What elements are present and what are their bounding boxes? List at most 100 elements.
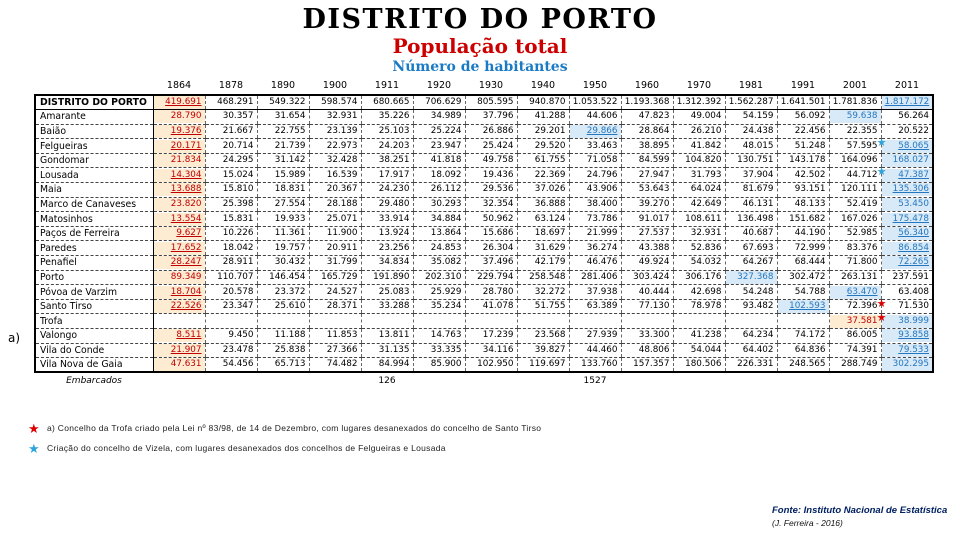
- table-cell: [724, 313, 777, 329]
- table-cell: 33.300: [620, 328, 673, 344]
- table-cell: 23.820: [152, 197, 205, 213]
- table-cell: 22.526: [152, 299, 205, 315]
- table-cell: 1.817.172: [880, 94, 934, 111]
- table-cell: 191.890: [360, 270, 413, 286]
- table-row: Penafiel 28.247 28.911 30.432 31.799 34.834 35…: [34, 255, 934, 271]
- table-cell: 248.565: [776, 357, 829, 374]
- row-label: Santo Tirso: [34, 299, 153, 315]
- table-cell: [360, 313, 413, 329]
- table-cell: [464, 313, 517, 329]
- table-cell: 1.193.368: [620, 94, 673, 111]
- trofa-side-label: a): [8, 331, 21, 345]
- table-cell: 18.042: [204, 240, 257, 257]
- table-cell: 36.274: [568, 240, 621, 257]
- year-header: 1960: [634, 80, 660, 91]
- table-cell: 47.387: [880, 167, 934, 184]
- table-cell: 24.527: [308, 284, 361, 300]
- table-cell: 71.058: [568, 153, 621, 169]
- year-header: 1950: [582, 80, 608, 91]
- table-cell: 419.691: [152, 94, 205, 111]
- table-cell: 18.704: [152, 284, 205, 300]
- table-cell: 35.226: [360, 109, 413, 125]
- table-cell: 41.238: [672, 328, 725, 344]
- table-cell: 151.682: [776, 211, 829, 227]
- table-cell: 21.999: [568, 226, 621, 242]
- table-cell: 281.406: [568, 270, 621, 286]
- table-cell: 56.264: [880, 109, 934, 125]
- table-cell: 32.354: [464, 197, 517, 213]
- footnote-vizela-text: Criação do concelho de Vizela, com lugar…: [46, 443, 446, 453]
- table-cell: 21.667: [204, 124, 257, 140]
- table-cell: 63.389: [568, 299, 621, 315]
- table-cell: 20.578: [204, 284, 257, 300]
- subtitle-numero-habitantes: Número de habitantes: [392, 59, 568, 75]
- table-cell: 44.190: [776, 226, 829, 242]
- table-row: Trofa 37.581 ★ 38.999: [34, 312, 934, 329]
- table-cell: 24.230: [360, 182, 413, 198]
- table-cell: 21.739: [256, 138, 309, 154]
- table-cell: 49.758: [464, 153, 517, 169]
- table-cell: 164.096: [828, 153, 881, 169]
- table-cell: 39.270: [620, 197, 673, 213]
- table-row: Porto 89.349 110.707 146.454 165.729 191.890 2…: [34, 270, 934, 286]
- table-cell: 102.593: [776, 299, 829, 315]
- table-row: Felgueiras 20.171 20.714 21.739 22.973 24.203…: [34, 137, 934, 154]
- table-cell: 135.306: [880, 182, 934, 198]
- table-cell: 1.312.392: [672, 94, 725, 111]
- table-cell: 63.408: [880, 284, 934, 300]
- table-cell: 23.139: [308, 124, 361, 140]
- row-label: Gondomar: [34, 153, 153, 169]
- table-cell: 30.432: [256, 255, 309, 271]
- table-cell: 77.130: [620, 299, 673, 315]
- table-cell: 40.444: [620, 284, 673, 300]
- table-cell: 27.366: [308, 343, 361, 359]
- table-cell: 24.203: [360, 138, 413, 154]
- embarcados-value: [881, 372, 933, 387]
- table-cell: 44.460: [568, 343, 621, 359]
- table-cell: 56.092: [776, 109, 829, 125]
- table-cell: 26.210: [672, 124, 725, 140]
- table-cell: 27.554: [256, 197, 309, 213]
- table-cell: 38.400: [568, 197, 621, 213]
- table-cell: 302.295: [880, 357, 934, 374]
- table-cell: 44.712 ★: [828, 166, 887, 184]
- table-cell: 71.800: [828, 255, 881, 271]
- table-cell: 20.171: [152, 138, 205, 154]
- embarcados-value: [257, 372, 309, 387]
- table-cell: 67.693: [724, 240, 777, 257]
- table-cell: 84.994: [360, 357, 413, 374]
- table-cell: 33.914: [360, 211, 413, 227]
- source-block: Fonte: Instituto Nacional de Estatística…: [772, 505, 947, 529]
- table-cell: 20.367: [308, 182, 361, 198]
- table-cell: 31.799: [308, 255, 361, 271]
- table-cell: 20.714: [204, 138, 257, 154]
- row-label: Matosinhos: [34, 211, 153, 227]
- subtitle-populacao-total: População total: [392, 34, 568, 58]
- table-cell: 53.643: [620, 182, 673, 198]
- table-cell: 136.498: [724, 211, 777, 227]
- table-cell: 34.884: [412, 211, 465, 227]
- year-header: 1981: [738, 80, 764, 91]
- table-cell: 33.288: [360, 299, 413, 315]
- table-cell: 168.027: [880, 153, 934, 169]
- table-cell: 26.886: [464, 124, 517, 140]
- table-cell: 93.858: [880, 328, 934, 344]
- embarcados-value: [205, 372, 257, 387]
- table-cell: 175.478: [880, 211, 934, 227]
- table-cell: 48.133: [776, 197, 829, 213]
- row-label: Paços de Ferreira: [34, 226, 153, 242]
- table-cell: 31.629: [516, 240, 569, 257]
- title-block: DISTRITO DO PORTO População total Número…: [0, 0, 960, 76]
- table-cell: 20.522: [880, 124, 934, 140]
- table-cell: [152, 313, 205, 329]
- table-row: Paredes 17.652 18.042 19.757 20.911 23.256 24.…: [34, 240, 934, 257]
- table-row: Maia 13.688 15.810 18.831 20.367 24.230 26.112…: [34, 182, 934, 198]
- table-cell: 42.698: [672, 284, 725, 300]
- table-cell: 27.939: [568, 328, 621, 344]
- table-cell: 9.450: [204, 328, 257, 344]
- table-cell: 22.755: [256, 124, 309, 140]
- table-cell: 33.335: [412, 343, 465, 359]
- table-cell: 120.111: [828, 182, 881, 198]
- table-cell: [672, 313, 725, 329]
- footnote-vizela-line: ★ Criação do concelho de Vizela, com luga…: [28, 441, 541, 457]
